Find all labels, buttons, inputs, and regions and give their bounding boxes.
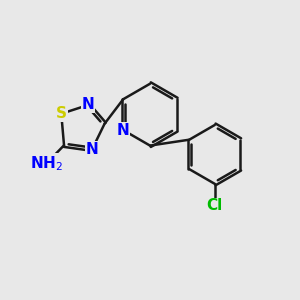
Text: N: N bbox=[86, 142, 98, 157]
Text: N: N bbox=[117, 123, 130, 138]
Text: N: N bbox=[82, 98, 94, 112]
Text: NH$_2$: NH$_2$ bbox=[30, 154, 63, 172]
Text: S: S bbox=[56, 106, 67, 121]
Text: Cl: Cl bbox=[207, 198, 223, 213]
